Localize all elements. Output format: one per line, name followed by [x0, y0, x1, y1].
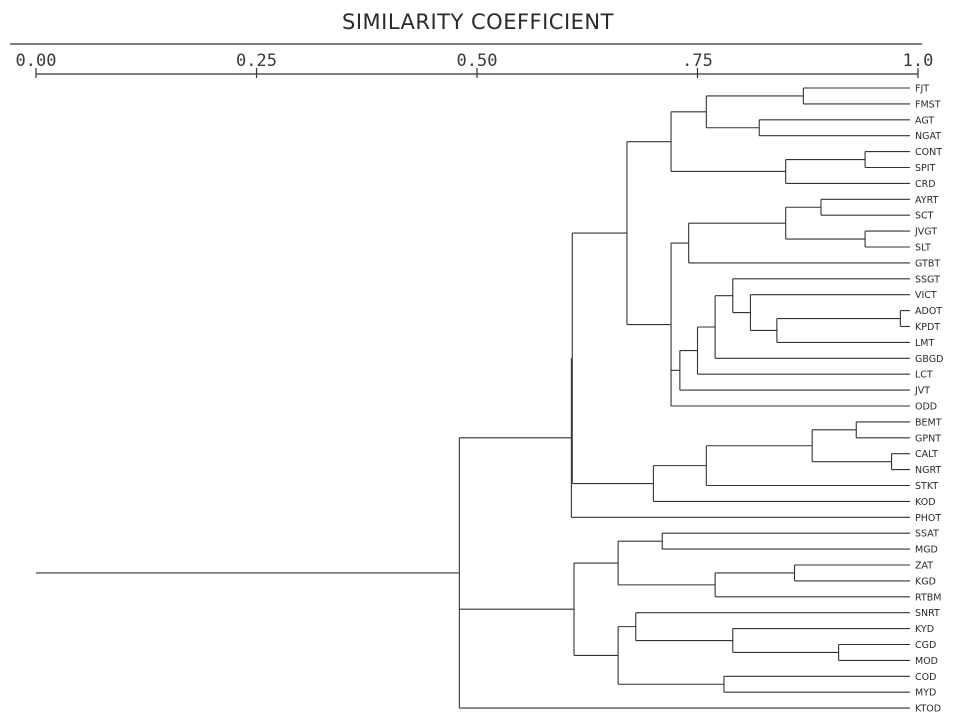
leaf-label: KYD — [915, 624, 934, 635]
leaf-label: FJT — [915, 84, 929, 95]
leaf-label: CRD — [915, 179, 936, 190]
dendrogram-branches — [36, 87, 910, 709]
leaf-label: NGRT — [915, 465, 941, 476]
leaf-label: SSGT — [915, 274, 940, 285]
axis-tick-label: 0.25 — [236, 51, 277, 71]
axis-tick-label: 0.00 — [16, 51, 57, 71]
axis-tick-labels: 0.00 0.25 0.50 .75 1.0 — [16, 51, 934, 71]
leaf-label: PHOT — [915, 513, 941, 524]
leaf-label: JVGT — [914, 227, 937, 238]
leaf-label: CONT — [915, 147, 942, 158]
axis-tick-label: 1.0 — [903, 51, 934, 71]
leaf-label: RTBM — [915, 592, 941, 603]
axis-tick-label: .75 — [682, 51, 713, 71]
leaf-label: MYD — [915, 688, 936, 699]
leaf-label: BEMT — [915, 417, 942, 428]
leaf-label: GTBT — [915, 258, 940, 269]
leaf-label: GPNT — [915, 433, 941, 444]
leaf-label: CALT — [915, 449, 938, 460]
leaf-label: SCT — [915, 211, 934, 222]
leaf-label: AYRT — [915, 195, 938, 206]
leaf-label: KOD — [915, 497, 936, 508]
axis-tick-label: 0.50 — [457, 51, 498, 71]
leaf-label: SLT — [915, 243, 931, 254]
leaf-label: LCT — [915, 370, 933, 381]
leaf-label: STKT — [915, 481, 938, 492]
leaf-label: JVT — [914, 386, 930, 397]
leaf-label: CGD — [915, 640, 936, 651]
leaf-label: LMT — [915, 338, 934, 349]
leaf-label: ADOT — [915, 306, 942, 317]
leaf-label: GBGD — [915, 354, 943, 365]
leaf-label: NGAT — [915, 131, 941, 142]
leaf-labels: FJT FMST AGT NGAT CONT SPIT CRD AYRT SCT JVGT SLT G… — [914, 84, 943, 715]
axis-title: SIMILARITY COEFFICIENT — [342, 10, 614, 34]
leaf-label: MGD — [915, 545, 938, 556]
leaf-label: ZAT — [915, 561, 933, 572]
leaf-label: COD — [915, 672, 936, 683]
leaf-label: SSAT — [915, 529, 939, 540]
leaf-label: MOD — [915, 656, 938, 667]
axis-tick-marks — [35, 68, 919, 78]
leaf-label: VICT — [915, 290, 937, 301]
leaf-label: ODD — [915, 402, 937, 413]
leaf-label: FMST — [915, 99, 941, 110]
leaf-label: AGT — [915, 115, 934, 126]
leaf-label: SPIT — [915, 163, 936, 174]
leaf-label: SNRT — [915, 608, 940, 619]
leaf-label: KTOD — [915, 704, 941, 715]
leaf-label: KGD — [915, 576, 936, 587]
leaf-label: KPDT — [915, 322, 940, 333]
